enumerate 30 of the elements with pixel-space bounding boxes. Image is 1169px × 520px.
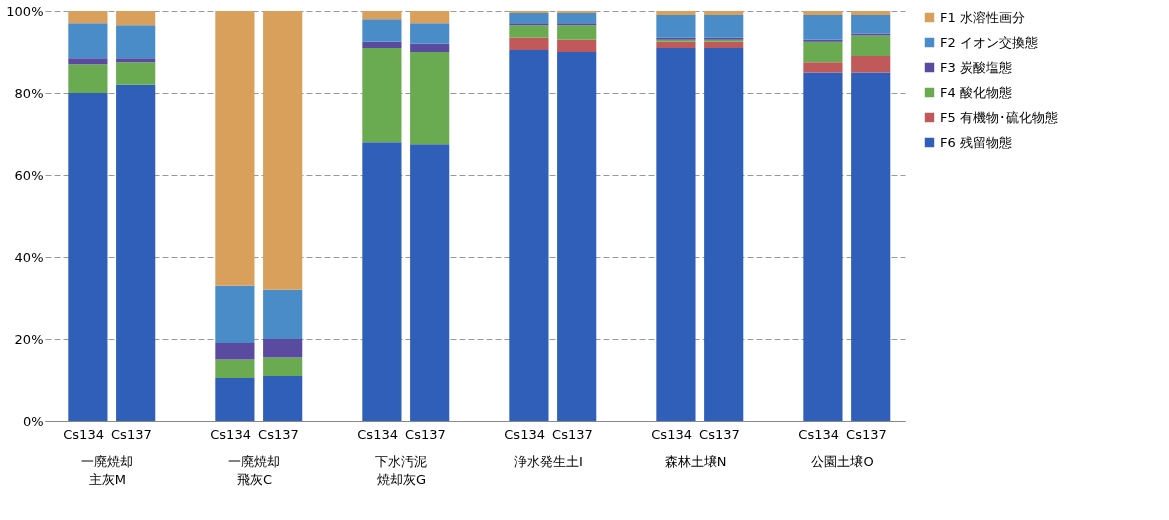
text: 森林土壌N <box>664 453 727 469</box>
x-tick-label: Cs134 <box>651 427 692 442</box>
x-tick-label: Cs134 <box>504 427 545 442</box>
text: 浄水発生土I <box>514 453 583 469</box>
x-tick-label: Cs137 <box>258 427 299 442</box>
x-tick-label: Cs137 <box>552 427 593 442</box>
y-tick-label: 100% <box>6 3 44 19</box>
legend-label: F2 イオン交換態 <box>940 34 1038 50</box>
x-tick-label: Cs137 <box>846 427 887 442</box>
legend-label: F5 有機物･硫化物態 <box>940 109 1058 125</box>
x-tick-label: Cs137 <box>111 427 152 442</box>
x-tick-label: Cs134 <box>798 427 839 442</box>
x-tick-label: Cs137 <box>405 427 446 442</box>
x-tick-label: Cs134 <box>63 427 104 442</box>
y-tick-label: 60% <box>14 167 44 183</box>
text: 一廃焼却主灰M <box>81 453 134 487</box>
y-tick-label: 80% <box>14 85 44 101</box>
x-tick-label: Cs134 <box>357 427 398 442</box>
legend-label: F1 水溶性画分 <box>940 9 1025 25</box>
text: 一廃焼却飛灰C <box>228 453 281 487</box>
text: 下水汚泥焼却灰G <box>375 453 428 487</box>
y-tick-label: 20% <box>14 331 44 347</box>
y-tick-label: 40% <box>14 249 44 265</box>
x-tick-label: Cs134 <box>210 427 251 442</box>
legend-label: F4 酸化物態 <box>940 84 1012 100</box>
legend-label: F6 残留物態 <box>940 134 1012 150</box>
x-tick-label: Cs137 <box>699 427 740 442</box>
legend-label: F3 炭酸塩態 <box>940 59 1012 75</box>
text: 公園土壌O <box>811 453 874 469</box>
y-tick-label: 0% <box>22 413 44 429</box>
